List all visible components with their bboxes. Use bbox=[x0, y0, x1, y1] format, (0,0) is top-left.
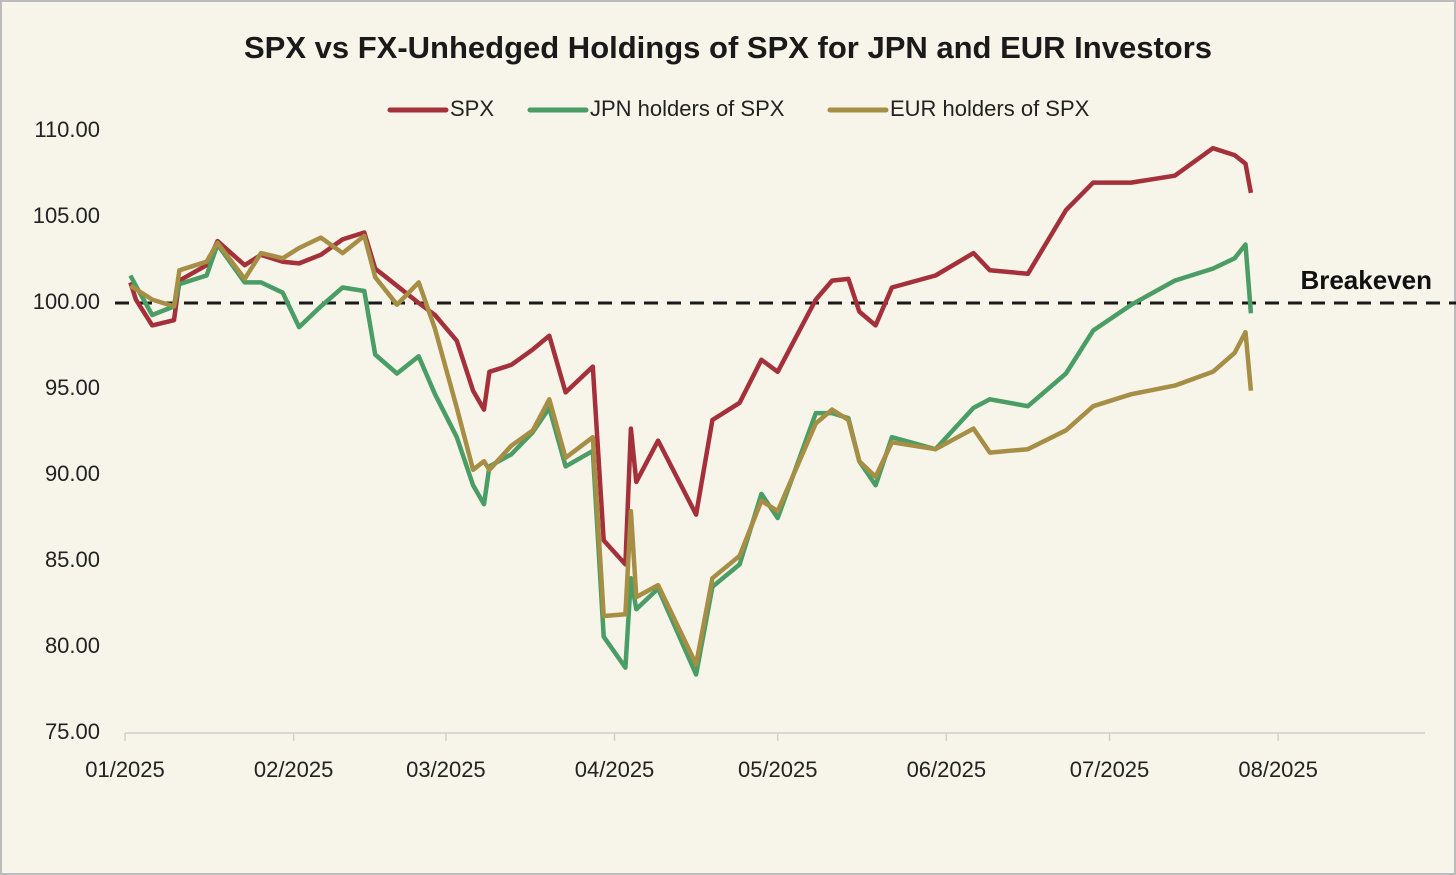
series-line bbox=[129, 233, 1254, 667]
y-tick-label: 95.00 bbox=[45, 375, 100, 400]
y-tick-label: 85.00 bbox=[45, 547, 100, 572]
legend-label: SPX bbox=[450, 96, 494, 121]
x-tick-label: 07/2025 bbox=[1070, 757, 1150, 782]
series-line bbox=[128, 242, 1254, 677]
y-tick-label: 90.00 bbox=[45, 461, 100, 486]
series-line bbox=[128, 145, 1254, 567]
y-tick-label: 100.00 bbox=[33, 289, 100, 314]
x-tick-label: 05/2025 bbox=[738, 757, 818, 782]
chart-title: SPX vs FX-Unhedged Holdings of SPX for J… bbox=[244, 30, 1212, 65]
x-tick-label: 01/2025 bbox=[85, 757, 165, 782]
y-tick-label: 75.00 bbox=[45, 719, 100, 744]
x-tick-label: 08/2025 bbox=[1238, 757, 1318, 782]
y-tick-label: 110.00 bbox=[34, 117, 100, 142]
legend-label: JPN holders of SPX bbox=[590, 96, 785, 121]
y-tick-label: 80.00 bbox=[45, 633, 100, 658]
x-tick-label: 02/2025 bbox=[254, 757, 334, 782]
x-tick-label: 06/2025 bbox=[907, 757, 987, 782]
x-tick-label: 04/2025 bbox=[575, 757, 655, 782]
breakeven-label: Breakeven bbox=[1300, 265, 1432, 295]
x-tick-label: 03/2025 bbox=[406, 757, 486, 782]
legend-label: EUR holders of SPX bbox=[890, 96, 1090, 121]
y-tick-label: 105.00 bbox=[33, 203, 100, 228]
